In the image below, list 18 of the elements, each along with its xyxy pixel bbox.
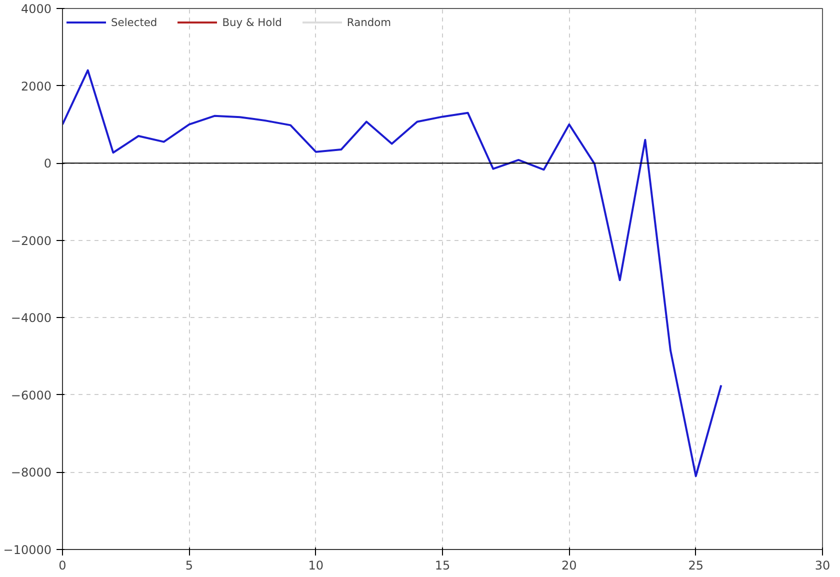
y-tick-label: −10000 — [3, 543, 52, 557]
legend-label: Selected — [111, 16, 158, 28]
y-tick-label: 2000 — [20, 79, 52, 94]
legend-label: Random — [346, 16, 392, 28]
x-tick-label: 5 — [185, 558, 193, 572]
x-tick-label: 20 — [562, 558, 577, 572]
x-tick-label: 25 — [688, 558, 704, 572]
x-tick-label: 15 — [434, 558, 450, 572]
x-tick-label: 10 — [308, 558, 324, 572]
y-tick-label: −4000 — [10, 311, 52, 326]
y-tick-label: 4000 — [20, 2, 52, 16]
x-tick-label: 0 — [58, 558, 66, 572]
y-tick-label: −6000 — [10, 388, 52, 402]
x-tick-label: 30 — [814, 558, 830, 572]
legend-label: Buy & Hold — [222, 16, 282, 28]
y-tick-label: −2000 — [10, 234, 52, 248]
y-tick-label: 0 — [44, 156, 52, 171]
y-tick-label: −8000 — [10, 466, 52, 480]
